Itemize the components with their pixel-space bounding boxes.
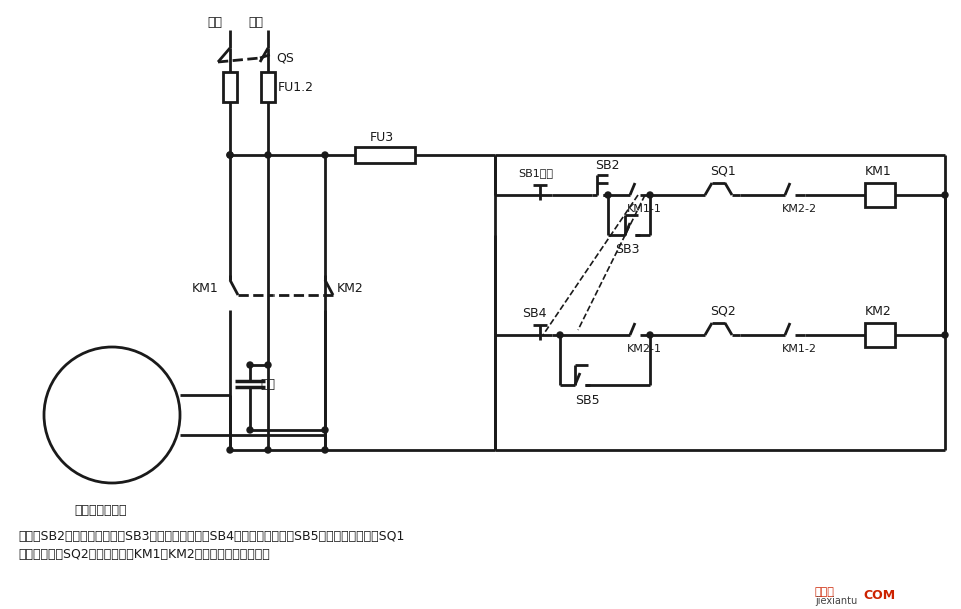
Text: KM1: KM1 — [192, 281, 218, 295]
Text: SB5: SB5 — [575, 393, 599, 406]
Text: 零线: 零线 — [248, 15, 262, 29]
Circle shape — [322, 447, 328, 453]
Text: COM: COM — [862, 590, 894, 602]
Text: KM2-1: KM2-1 — [627, 344, 661, 354]
Text: FU3: FU3 — [370, 130, 394, 144]
Circle shape — [247, 427, 253, 433]
Text: QS: QS — [276, 52, 293, 65]
Text: SQ2: SQ2 — [709, 304, 735, 317]
Bar — [864, 183, 894, 207]
Circle shape — [264, 152, 271, 158]
Text: SB1停止: SB1停止 — [517, 168, 553, 178]
Circle shape — [264, 362, 271, 368]
Text: FU1.2: FU1.2 — [278, 80, 313, 94]
Circle shape — [227, 152, 233, 158]
Text: jiexiantu: jiexiantu — [814, 596, 856, 606]
Circle shape — [941, 192, 947, 198]
Bar — [864, 323, 894, 347]
Circle shape — [322, 152, 328, 158]
Text: KM2-2: KM2-2 — [781, 204, 816, 214]
Text: SB3: SB3 — [614, 242, 639, 256]
Text: KM2: KM2 — [864, 304, 891, 317]
Text: 火线: 火线 — [207, 15, 222, 29]
Circle shape — [647, 332, 653, 338]
Circle shape — [322, 427, 328, 433]
Text: 电容: 电容 — [259, 378, 275, 390]
Bar — [223, 72, 236, 102]
Circle shape — [227, 447, 233, 453]
Text: 说明：SB2为上升启动按鈕，SB3为上升点动按鈕，SB4为下降启动按鈕，SB5为下降点动按鈕；SQ1: 说明：SB2为上升启动按鈕，SB3为上升点动按鈕，SB4为下降启动按鈕，SB5为… — [18, 529, 404, 543]
Text: SB4: SB4 — [522, 306, 546, 320]
Circle shape — [227, 152, 233, 158]
Text: KM1: KM1 — [864, 164, 891, 177]
Circle shape — [647, 192, 653, 198]
Text: 单相电容电动机: 单相电容电动机 — [74, 504, 126, 516]
Bar — [355, 147, 414, 163]
Text: SQ1: SQ1 — [709, 164, 735, 177]
Text: SB2: SB2 — [595, 158, 619, 172]
Circle shape — [44, 347, 180, 483]
Circle shape — [264, 447, 271, 453]
Text: KM2: KM2 — [336, 281, 363, 295]
Circle shape — [247, 362, 253, 368]
Text: 接线图: 接线图 — [814, 587, 834, 597]
Bar — [260, 72, 275, 102]
Circle shape — [941, 332, 947, 338]
Circle shape — [556, 332, 562, 338]
Circle shape — [604, 192, 610, 198]
Text: 为最高限位，SQ2为最低限位。KM1、KM2可用中间继电器代替。: 为最高限位，SQ2为最低限位。KM1、KM2可用中间继电器代替。 — [18, 549, 269, 561]
Text: KM1-2: KM1-2 — [781, 344, 816, 354]
Text: KM1-1: KM1-1 — [627, 204, 661, 214]
